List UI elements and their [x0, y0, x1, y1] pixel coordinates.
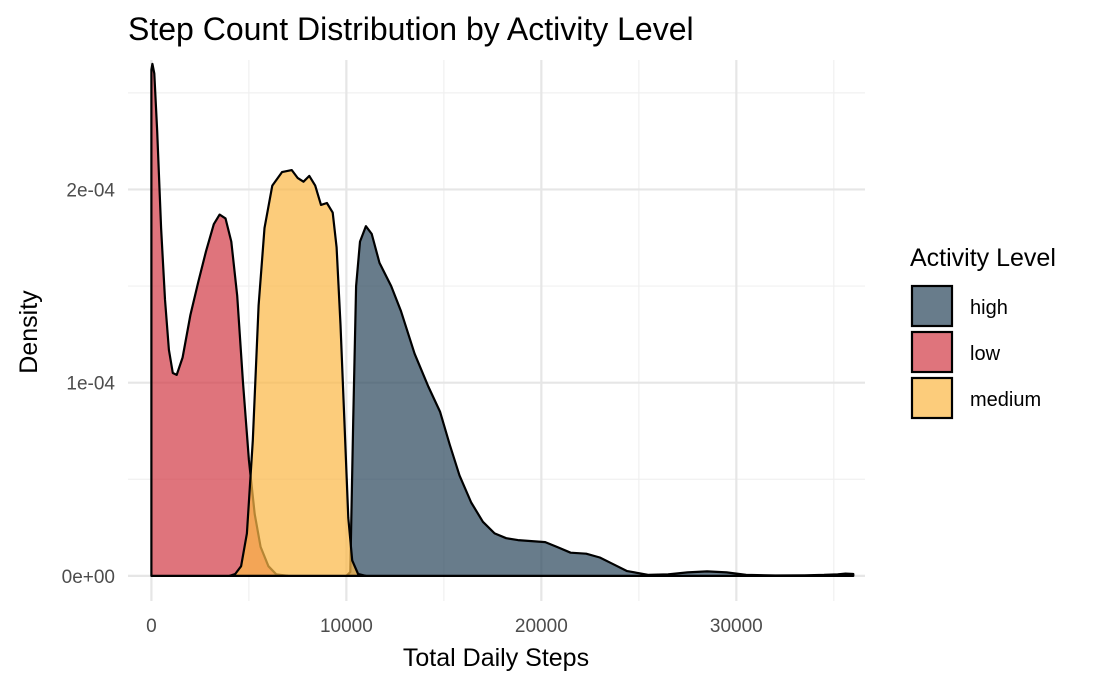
x-axis-title: Total Daily Steps	[403, 644, 589, 672]
legend-label-medium: medium	[970, 389, 1041, 411]
legend-label-low: low	[970, 343, 1001, 365]
density-areas	[150, 62, 855, 577]
chart-title: Step Count Distribution by Activity Leve…	[128, 11, 694, 47]
x-tick-label-2: 20000	[515, 616, 568, 637]
x-axis-ticks: 0 10000 20000 30000	[146, 616, 763, 637]
density-area-high	[345, 225, 855, 577]
legend-title: Activity Level	[910, 244, 1056, 272]
x-tick-label-0: 0	[146, 616, 157, 637]
x-tick-label-3: 30000	[710, 616, 763, 637]
legend-swatch-low	[910, 330, 954, 374]
y-tick-label-2: 2e-04	[66, 180, 115, 201]
y-tick-label-0: 0e+00	[62, 567, 115, 588]
y-axis-title: Density	[15, 290, 43, 374]
x-tick-label-1: 10000	[320, 616, 373, 637]
legend-label-high: high	[970, 297, 1008, 319]
legend: Activity Level high low medium	[910, 244, 1056, 420]
y-tick-label-1: 1e-04	[66, 374, 115, 395]
y-axis-ticks: 0e+00 1e-04 2e-04	[62, 180, 116, 587]
density-area-medium	[228, 169, 367, 577]
legend-swatch-high	[910, 284, 954, 328]
legend-swatch-medium	[910, 376, 954, 420]
